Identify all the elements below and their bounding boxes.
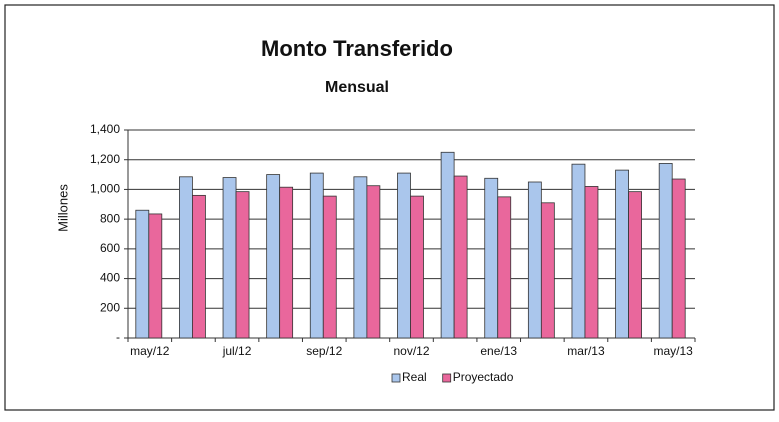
y-tick-label: 200: [100, 300, 120, 314]
bar: [222, 177, 237, 339]
bar: [628, 191, 642, 339]
chart-frame: [4, 4, 775, 411]
bar: [266, 174, 281, 339]
bar: [615, 169, 629, 339]
bar: [497, 196, 512, 339]
y-tick-label: 1,000: [90, 182, 120, 196]
bar: [148, 213, 163, 339]
bar: [192, 194, 206, 339]
bar: [366, 185, 381, 339]
x-tick-label: may/13: [654, 344, 694, 358]
y-tick-label: 400: [100, 271, 120, 285]
chart-subtitle: Mensual: [325, 79, 389, 96]
x-tick-label: ene/13: [480, 344, 517, 358]
legend-label: Real: [402, 370, 427, 384]
x-tick-label: nov/12: [393, 344, 429, 358]
x-tick-label: jul/12: [222, 344, 252, 358]
bar: [484, 177, 499, 339]
legend-label: Proyectado: [453, 370, 514, 384]
bar: [440, 151, 455, 339]
bar: [584, 186, 599, 339]
bar: [658, 163, 673, 339]
y-tick-label: 800: [100, 211, 120, 225]
y-tick-label: 600: [100, 241, 120, 255]
bar: [279, 186, 294, 339]
y-tick-label: 1,400: [90, 122, 120, 136]
bar: [527, 181, 542, 339]
bar: [571, 163, 586, 339]
bar: [410, 195, 424, 339]
x-tick-label: sep/12: [306, 344, 342, 358]
y-axis-label: Millones: [55, 184, 70, 232]
bar: [397, 172, 411, 339]
bar: [540, 202, 555, 339]
x-tick-label: mar/13: [567, 344, 605, 358]
y-tick-label: 1,200: [90, 152, 120, 166]
bar: [453, 175, 468, 339]
bar: [322, 195, 337, 339]
bar: [353, 176, 368, 339]
x-tick-label: may/12: [130, 344, 170, 358]
bar: [309, 172, 324, 339]
chart-title: Monto Transferido: [261, 36, 453, 61]
y-tick-label: -: [116, 330, 120, 344]
bar: [235, 191, 250, 339]
bar: [179, 176, 193, 339]
legend-swatch: [391, 373, 401, 383]
bar: [671, 178, 686, 339]
legend-swatch: [442, 373, 452, 383]
bar: [135, 209, 150, 339]
